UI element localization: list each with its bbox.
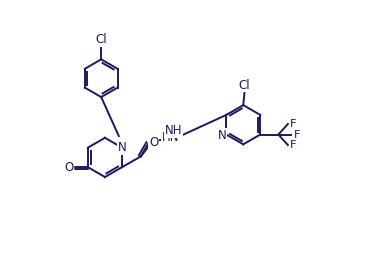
Text: O: O bbox=[149, 136, 158, 149]
Text: HN: HN bbox=[162, 131, 180, 144]
Text: N: N bbox=[118, 141, 126, 154]
Text: F: F bbox=[290, 119, 297, 129]
Text: F: F bbox=[294, 130, 300, 140]
Text: F: F bbox=[290, 140, 297, 150]
Text: Cl: Cl bbox=[239, 78, 250, 91]
Text: NH: NH bbox=[165, 124, 182, 137]
Text: O: O bbox=[64, 161, 73, 174]
Text: N: N bbox=[217, 129, 226, 142]
Text: Cl: Cl bbox=[95, 33, 107, 46]
